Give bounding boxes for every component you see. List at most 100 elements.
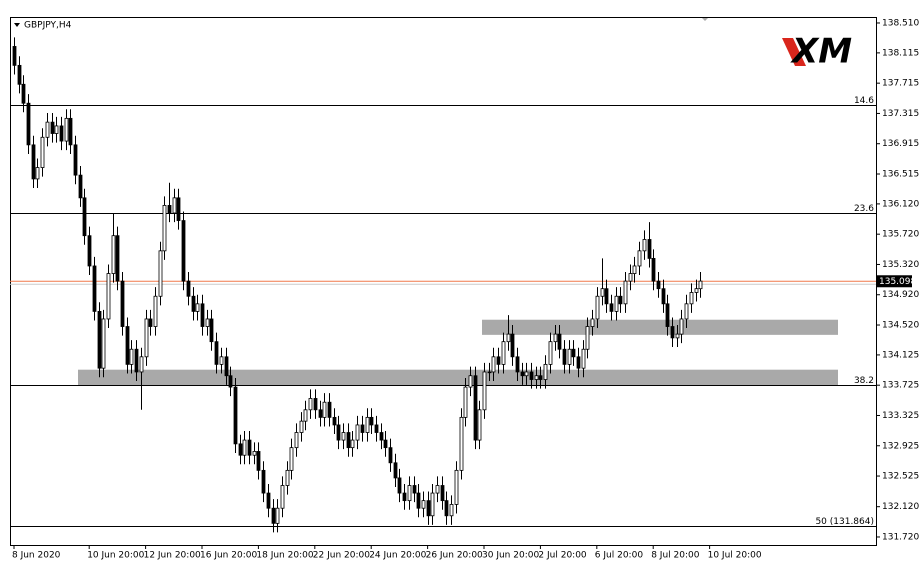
candle-body [322,401,327,418]
candle-body [50,121,55,134]
candle-body [510,333,515,358]
candle-body [35,167,40,180]
candle-body [26,102,31,146]
candle-body [491,356,496,373]
y-tick-label: 133.725 [882,381,919,391]
x-tick-label: 22 Jun 20:00 [313,551,370,561]
candle-body [299,420,304,433]
candle-body [689,292,694,305]
candle-body [106,273,111,320]
candle-body [440,485,445,502]
menu-arrow [14,23,20,27]
candle-body [454,469,459,505]
candle-body [327,401,332,418]
candle-body [64,117,69,142]
candle-body [336,424,341,441]
candle-body [346,432,351,449]
candle-body [435,485,440,494]
candle-body [416,492,421,509]
candle-body [463,386,468,418]
candle-body [73,144,78,176]
candle-body [144,318,149,358]
candle-body [360,424,365,433]
candle-body [548,341,553,365]
y-tick-label: 133.325 [882,411,919,421]
x-tick-label: 6 Jul 20:00 [595,551,644,561]
candle-body [186,280,191,297]
candle-body [17,64,22,85]
candle-body [374,424,379,433]
zone [78,369,838,386]
candle-body [313,398,318,411]
candle-body [12,46,17,66]
candle-body [421,500,426,509]
y-tick-label: 137.315 [882,109,919,119]
candle-body [590,318,595,327]
fib-label: 23.6 [854,204,874,214]
candle-body [538,375,543,380]
candle-body [477,409,482,441]
candle-body [252,451,257,456]
candle-body [205,318,210,327]
candle-body [261,469,266,494]
candle-body [501,341,506,365]
candle-body [623,280,628,305]
y-tick-label: 134.125 [882,350,919,360]
candle-body [670,326,675,339]
y-tick-label: 138.115 [882,48,919,58]
candle-body [365,416,370,433]
logo-mark [782,38,806,66]
candle-body [647,239,652,259]
candle-body [97,310,102,369]
price-tag [876,275,912,288]
logo-text: XM [790,32,852,72]
candle-body [82,197,87,237]
candles [12,37,703,533]
y-tick-label: 135.320 [882,260,919,270]
y-tick-label: 136.515 [882,169,919,179]
fib-label: 14.6 [854,96,874,106]
candle-body [694,288,699,293]
candle-body [571,348,576,358]
candle-body [679,318,684,335]
candle-body [153,295,158,327]
candle-body [665,303,670,327]
x-tick-label: 12 Jun 20:00 [144,551,201,561]
candle-body [285,469,290,486]
price-tag-label: 135.098 [879,277,916,287]
candle-body [289,447,294,471]
candle-body [167,205,172,214]
candle-body [656,280,661,290]
candle-body [115,235,120,282]
x-tick-label: 8 Jun 2020 [12,551,61,561]
candle-body [59,125,64,142]
x-tick-label: 10 Jul 20:00 [708,551,762,561]
candle-body [524,371,529,377]
fib-label: 50 (131.864) [815,517,874,527]
candle-body [129,348,134,365]
candle-body [553,333,558,343]
candle-body [219,356,224,365]
candle-body [609,303,614,312]
candle-body [581,348,586,369]
candle-body [158,250,163,297]
y-tick-label: 132.925 [882,441,919,451]
candle-body [355,424,360,441]
candle-body [383,439,388,449]
candle-body [125,326,130,365]
candle-body [637,250,642,267]
candle-body [318,409,323,418]
candle-body [195,303,200,312]
y-tick-label: 136.915 [882,139,919,149]
candle-body [642,239,647,252]
candle-body [242,439,247,456]
candle-body [585,326,590,350]
candle-body [393,462,398,479]
x-tick-label: 30 Jun 20:00 [482,551,539,561]
candle-body [402,492,407,502]
y-tick-label: 136.120 [882,199,919,209]
candle-body [397,477,402,494]
candle-body [238,443,243,456]
candle-body [350,439,355,449]
symbol-title: GBPJPY,H4 [24,21,72,31]
